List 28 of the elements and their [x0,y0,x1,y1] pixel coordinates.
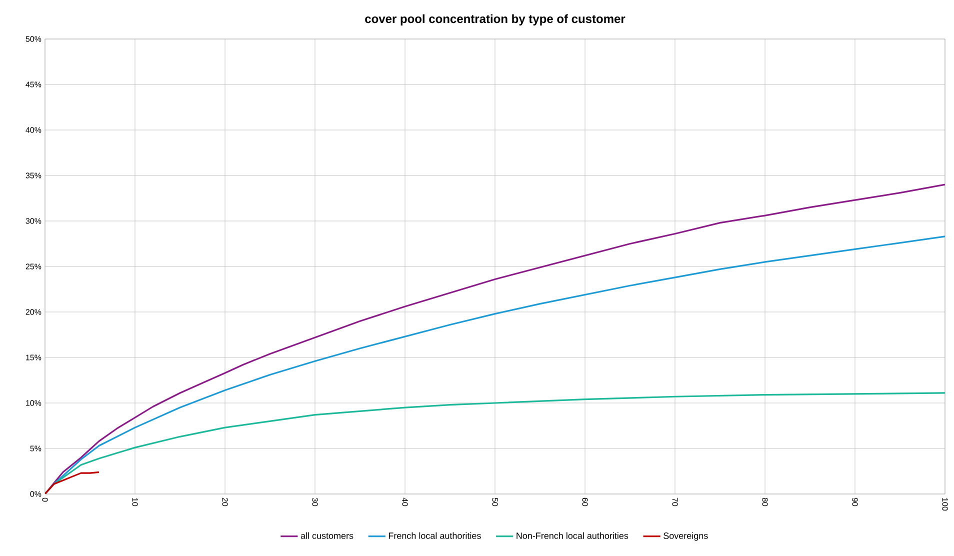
x-tick-label: 100 [942,498,948,511]
x-tick-label: 40 [402,498,408,506]
legend-label: Non-French local authorities [516,532,628,539]
legend-label: French local authorities [388,532,481,539]
y-tick-label: 10% [26,400,42,406]
x-tick-label: 80 [762,498,768,506]
x-tick-label: 0 [42,498,48,502]
legend-label: all customers [300,532,354,539]
chart-title: cover pool concentration by type of customer [365,14,626,26]
x-tick-label: 30 [312,498,318,506]
y-tick-label: 15% [26,354,42,360]
y-tick-label: 0% [30,491,42,497]
y-tick-label: 40% [26,127,42,133]
y-tick-label: 5% [30,446,42,452]
line-series [45,471,100,494]
y-tick-label: 50% [26,36,42,42]
x-tick-label: 50 [492,498,498,506]
x-tick-label: 70 [672,498,678,506]
x-tick-label: 10 [132,498,138,506]
legend-label: Sovereigns [664,532,708,541]
x-tick-label: 90 [852,498,858,506]
y-tick-label: 35% [26,172,42,178]
y-tick-label: 25% [26,264,42,270]
y-tick-label: 45% [26,82,42,88]
x-tick-label: 60 [582,498,588,506]
y-tick-label: 30% [26,218,42,224]
y-tick-label: 20% [26,309,42,315]
x-tick-label: 20 [222,498,228,506]
